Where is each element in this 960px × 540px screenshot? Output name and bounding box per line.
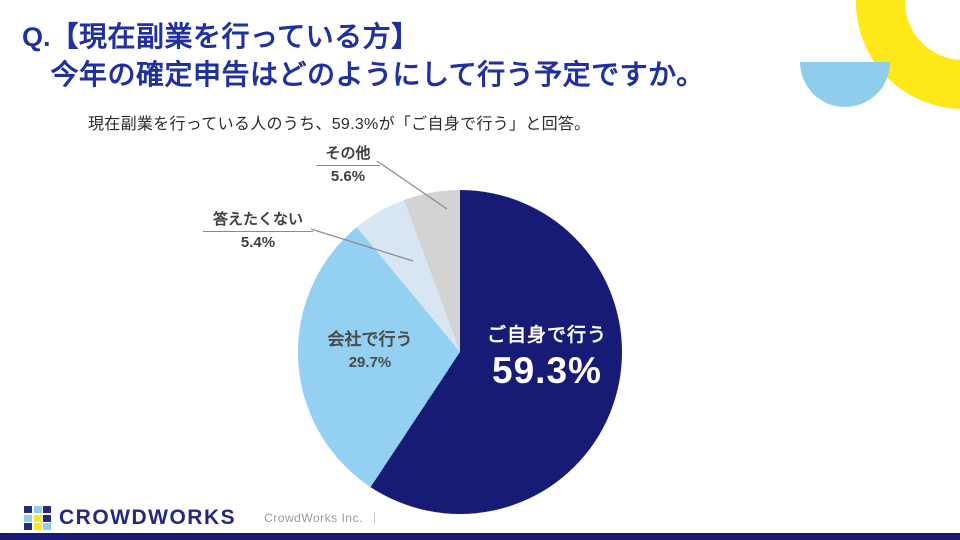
callout-no-answer-value: 5.4%: [240, 234, 276, 251]
footer: CROWDWORKS CrowdWorks Inc. ｜: [24, 506, 381, 530]
slice-label-self: ご自身で行う 59.3%: [462, 320, 632, 392]
subtitle: 現在副業を行っている人のうち、59.3%が「ご自身で行う」と回答。: [88, 116, 591, 133]
crowdworks-logo-text: CROWDWORKS: [59, 506, 237, 529]
slice-label-company: 会社で行う 29.7%: [300, 325, 440, 371]
title-line-2: 今年の確定申告はどのようにして行う予定ですか。: [50, 59, 705, 90]
slice-label-company-value: 29.7%: [348, 354, 392, 371]
slice-label-self-value: 59.3%: [492, 350, 602, 391]
bottom-brand-bar: [0, 533, 960, 540]
callout-other-label: その他: [316, 142, 380, 166]
deco-blue-semicircle: [800, 62, 890, 107]
slice-label-self-name: ご自身で行う: [486, 325, 607, 346]
callout-no-answer: 答えたくない 5.4%: [203, 208, 313, 251]
title-line-1: 【現在副業を行っている方】: [50, 21, 420, 52]
slice-label-company-name: 会社で行う: [327, 330, 413, 349]
footer-divider: ｜: [368, 511, 381, 526]
footer-company-name: CrowdWorks Inc.: [264, 511, 363, 525]
title-q-prefix: Q.: [22, 22, 51, 52]
callout-no-answer-label: 答えたくない: [203, 208, 313, 232]
crowdworks-logo-icon: [24, 506, 51, 530]
callout-other-value: 5.6%: [330, 168, 366, 185]
callout-other: その他 5.6%: [316, 142, 380, 185]
page-title: Q. 【現在副業を行っている方】 今年の確定申告はどのようにして行う予定ですか。: [22, 18, 705, 94]
